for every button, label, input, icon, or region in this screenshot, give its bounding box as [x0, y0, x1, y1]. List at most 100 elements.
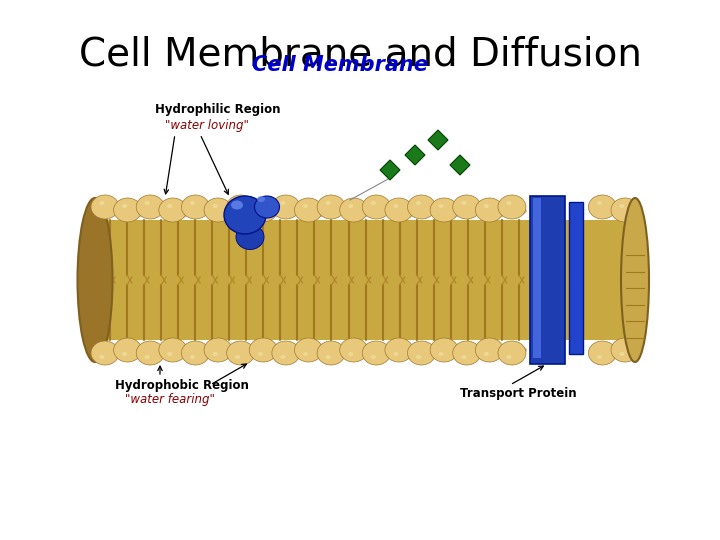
Ellipse shape [236, 225, 264, 249]
Ellipse shape [235, 355, 240, 359]
Ellipse shape [167, 204, 172, 208]
Ellipse shape [619, 352, 624, 356]
Ellipse shape [258, 204, 263, 208]
FancyBboxPatch shape [569, 202, 583, 354]
Ellipse shape [230, 345, 256, 355]
Ellipse shape [297, 209, 323, 219]
Polygon shape [428, 130, 448, 150]
Ellipse shape [475, 338, 503, 362]
Ellipse shape [478, 342, 504, 352]
Ellipse shape [303, 352, 308, 356]
Polygon shape [450, 155, 470, 175]
Ellipse shape [388, 342, 414, 352]
Ellipse shape [272, 341, 300, 365]
Ellipse shape [303, 204, 308, 208]
Ellipse shape [145, 355, 150, 359]
Ellipse shape [78, 198, 112, 362]
Ellipse shape [591, 345, 617, 355]
Ellipse shape [190, 355, 195, 359]
Ellipse shape [484, 352, 489, 356]
Ellipse shape [462, 355, 467, 359]
Ellipse shape [340, 198, 368, 222]
Ellipse shape [371, 355, 376, 359]
Polygon shape [380, 160, 400, 180]
Ellipse shape [280, 355, 285, 359]
Ellipse shape [340, 338, 368, 362]
Ellipse shape [501, 206, 527, 216]
Ellipse shape [597, 201, 602, 205]
Ellipse shape [184, 345, 210, 355]
Ellipse shape [136, 341, 164, 365]
Ellipse shape [348, 352, 354, 356]
Text: Cell Membrane and Diffusion: Cell Membrane and Diffusion [78, 35, 642, 73]
Ellipse shape [614, 342, 640, 352]
Text: Hydrophilic Region: Hydrophilic Region [155, 104, 281, 117]
Ellipse shape [280, 201, 285, 205]
Ellipse shape [438, 204, 444, 208]
FancyBboxPatch shape [530, 196, 565, 364]
Ellipse shape [385, 198, 413, 222]
Ellipse shape [235, 201, 240, 205]
Ellipse shape [184, 206, 210, 216]
Ellipse shape [348, 204, 354, 208]
Ellipse shape [114, 338, 142, 362]
Ellipse shape [408, 195, 436, 219]
Ellipse shape [207, 342, 233, 352]
Ellipse shape [227, 341, 255, 365]
Ellipse shape [611, 338, 639, 362]
FancyBboxPatch shape [100, 220, 630, 340]
Ellipse shape [597, 355, 602, 359]
Ellipse shape [122, 352, 127, 356]
Ellipse shape [159, 338, 186, 362]
Ellipse shape [410, 206, 436, 216]
Ellipse shape [385, 338, 413, 362]
Polygon shape [405, 145, 425, 165]
Ellipse shape [294, 198, 323, 222]
Ellipse shape [204, 198, 232, 222]
Ellipse shape [297, 342, 323, 352]
Ellipse shape [257, 196, 265, 202]
Ellipse shape [506, 355, 511, 359]
Ellipse shape [588, 195, 616, 219]
Ellipse shape [249, 338, 277, 362]
Text: "water fearing": "water fearing" [125, 394, 215, 407]
Ellipse shape [94, 206, 120, 216]
Ellipse shape [320, 206, 346, 216]
Ellipse shape [362, 341, 390, 365]
Ellipse shape [122, 204, 127, 208]
Ellipse shape [430, 198, 458, 222]
Text: "water loving": "water loving" [165, 118, 249, 132]
Ellipse shape [162, 342, 188, 352]
Ellipse shape [621, 198, 649, 362]
Ellipse shape [117, 209, 143, 219]
Ellipse shape [416, 355, 421, 359]
Ellipse shape [204, 338, 232, 362]
Text: Transport Protein: Transport Protein [460, 387, 577, 400]
Ellipse shape [275, 206, 301, 216]
Ellipse shape [388, 209, 414, 219]
Text: Hydrophobic Region: Hydrophobic Region [115, 379, 249, 392]
Ellipse shape [275, 345, 301, 355]
Ellipse shape [456, 206, 482, 216]
Ellipse shape [294, 338, 323, 362]
FancyBboxPatch shape [533, 198, 541, 358]
Ellipse shape [365, 206, 391, 216]
Ellipse shape [320, 345, 346, 355]
Ellipse shape [614, 209, 640, 219]
Ellipse shape [254, 196, 279, 218]
Ellipse shape [343, 209, 369, 219]
Ellipse shape [478, 209, 504, 219]
Ellipse shape [408, 341, 436, 365]
Ellipse shape [456, 345, 482, 355]
Ellipse shape [224, 196, 266, 234]
Ellipse shape [94, 345, 120, 355]
Ellipse shape [91, 195, 119, 219]
Ellipse shape [343, 342, 369, 352]
Ellipse shape [484, 204, 489, 208]
Ellipse shape [145, 201, 150, 205]
Ellipse shape [371, 201, 376, 205]
Ellipse shape [136, 195, 164, 219]
Ellipse shape [167, 352, 172, 356]
Ellipse shape [252, 209, 278, 219]
Ellipse shape [430, 338, 458, 362]
